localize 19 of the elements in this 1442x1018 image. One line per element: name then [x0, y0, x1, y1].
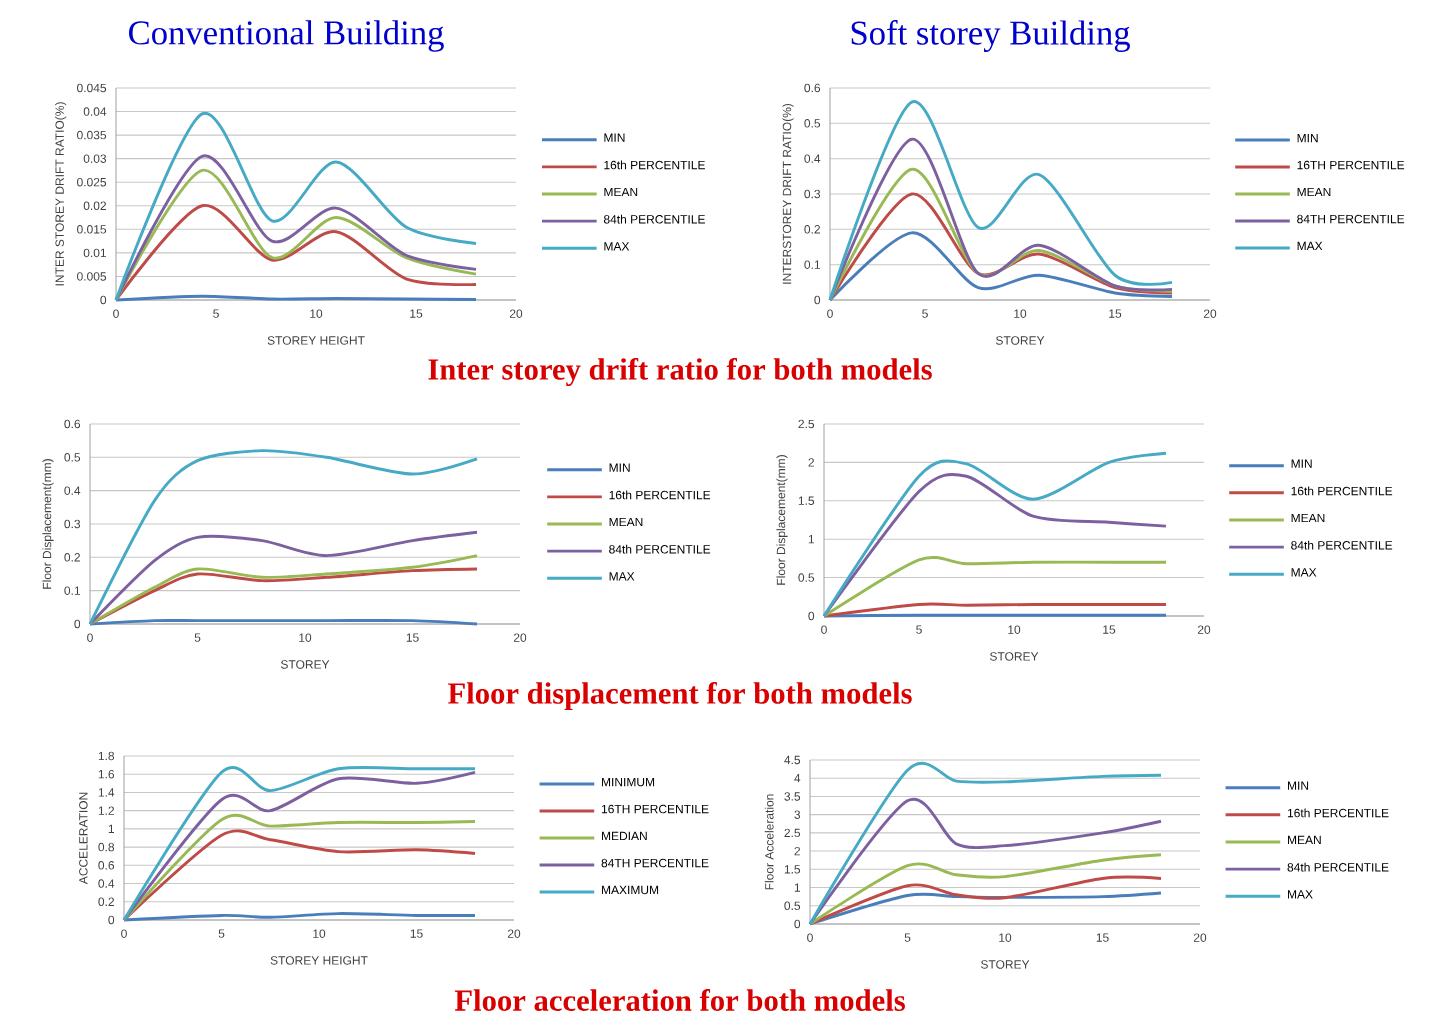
chart-title: Soft storey Building — [851, 20, 1130, 52]
line-series — [808, 891, 1163, 926]
line-series — [808, 853, 1163, 926]
chart-title: Conventional Building — [129, 20, 444, 52]
line-series — [828, 231, 1174, 302]
line-series — [114, 204, 478, 302]
line-series — [88, 449, 479, 626]
text: Inter storey drift ratio for both models — [428, 357, 932, 387]
text: Floor acceleration for both models — [454, 989, 905, 1011]
line-series — [88, 554, 479, 626]
line-series — [808, 797, 1163, 926]
line-series — [828, 167, 1174, 302]
text: Floor displacement for both models — [448, 681, 912, 711]
line-series — [808, 875, 1163, 926]
line-series — [828, 100, 1174, 302]
line-series — [828, 192, 1174, 302]
line-series — [114, 112, 478, 302]
line-series — [88, 530, 479, 626]
line-series — [828, 137, 1174, 302]
